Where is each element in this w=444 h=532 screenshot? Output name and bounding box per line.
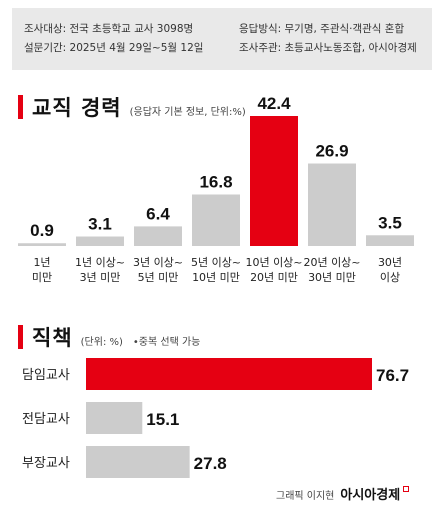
career-category-label: 30년 미만 [308, 271, 356, 284]
career-category-label: 3년 미만 [80, 271, 121, 284]
career-category-label: 이상 [380, 271, 400, 284]
career-section-title: 교직 경력 (응답자 기본 정보, 단위:%) [18, 92, 246, 122]
career-bar [308, 163, 356, 246]
career-category-label: 1년 이상~ [75, 256, 125, 269]
credit: 그래픽 이지현 아시아경제 [276, 484, 410, 503]
career-value-label: 3.5 [378, 213, 402, 232]
survey-period: 설문기간: 2025년 4월 29일~5월 12일 [24, 42, 204, 54]
career-category-label: 10년 미만 [192, 271, 240, 284]
duty-bar [86, 446, 190, 478]
career-value-label: 26.9 [315, 142, 348, 161]
career-bar [192, 194, 240, 246]
career-category-label: 10년 이상~ [245, 256, 302, 269]
duty-value-label: 27.8 [194, 454, 227, 473]
survey-row-2: 설문기간: 2025년 4월 29일~5월 12일 조사주관: 초등교사노동조합… [24, 39, 432, 58]
credit-graphic: 그래픽 이지현 [276, 491, 335, 502]
career-bar [18, 243, 66, 246]
career-category-label: 1년 [33, 256, 50, 269]
duty-bar [86, 358, 372, 390]
career-category-label: 30년 [378, 256, 402, 269]
survey-method: 응답방식: 무기명, 주관식·객관식 혼합 [239, 23, 405, 35]
duty-title-accent [18, 325, 23, 349]
duty-value-label: 15.1 [146, 410, 179, 429]
career-category-label: 20년 미만 [250, 271, 298, 284]
career-title-note: (응답자 기본 정보, 단위:%) [129, 107, 246, 118]
career-title-accent [18, 95, 23, 119]
brand-mark-icon [403, 486, 410, 492]
duty-title: 직책 [32, 326, 73, 350]
career-bar [250, 116, 298, 246]
career-category-label: 3년 이상~ [133, 256, 183, 269]
credit-brand: 아시아경제 [340, 488, 401, 503]
survey-row-1: 조사대상: 전국 초등학교 교사 3098명 응답방식: 무기명, 주관식·객관… [24, 20, 432, 39]
career-bar [134, 226, 182, 246]
career-bar [366, 235, 414, 246]
career-value-label: 16.8 [199, 172, 232, 191]
career-value-label: 3.1 [88, 214, 112, 233]
career-bar [76, 236, 124, 246]
career-value-label: 0.9 [30, 221, 54, 240]
duty-category-label: 담임교사 [22, 368, 70, 383]
duty-category-label: 전담교사 [22, 412, 70, 427]
duty-title-note2: •중복 선택 가능 [132, 337, 201, 348]
survey-info-box: 조사대상: 전국 초등학교 교사 3098명 응답방식: 무기명, 주관식·객관… [12, 8, 432, 70]
duty-category-label: 부장교사 [22, 456, 70, 471]
career-value-label: 42.4 [257, 94, 291, 113]
duty-bar [86, 402, 143, 434]
duty-value-label: 76.7 [376, 366, 409, 385]
career-category-label: 미만 [32, 271, 52, 284]
career-value-label: 6.4 [146, 204, 170, 223]
survey-target: 조사대상: 전국 초등학교 교사 3098명 [24, 23, 194, 35]
career-category-label: 5년 미만 [138, 271, 179, 284]
survey-host: 조사주관: 초등교사노동조합, 아시아경제 [239, 42, 417, 54]
career-category-label: 20년 이상~ [303, 256, 360, 269]
career-category-label: 5년 이상~ [191, 256, 241, 269]
duty-section-title: 직책 (단위: %) •중복 선택 가능 [18, 322, 200, 352]
career-title: 교직 경력 [32, 96, 122, 120]
duty-title-note: (단위: %) [80, 337, 123, 348]
